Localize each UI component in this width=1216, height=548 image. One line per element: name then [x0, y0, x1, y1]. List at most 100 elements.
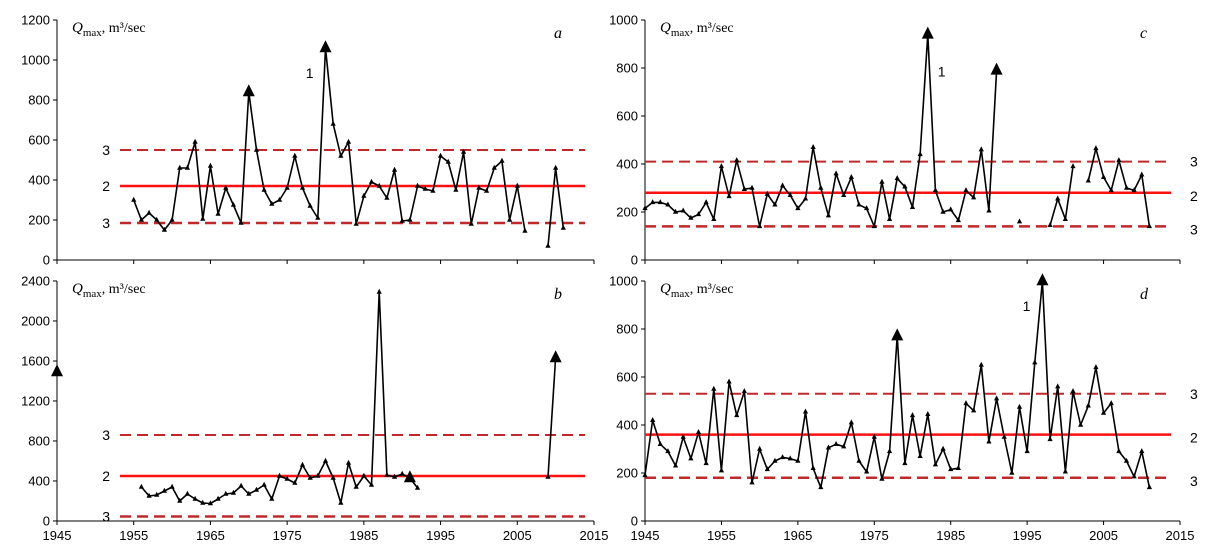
- data-point: [948, 466, 954, 472]
- lower-line-label: 3: [102, 215, 110, 231]
- x-tick-label: 2015: [580, 528, 609, 543]
- data-point: [169, 483, 175, 489]
- data-point: [1139, 171, 1145, 177]
- data-point: [192, 138, 198, 144]
- data-point: [177, 164, 183, 170]
- data-point: [1032, 359, 1038, 365]
- data-point: [131, 196, 137, 202]
- data-point: [741, 388, 747, 394]
- data-point: [695, 211, 702, 217]
- x-tick-label: 1975: [860, 528, 889, 543]
- data-point: [292, 152, 298, 158]
- data-point: [1085, 402, 1091, 408]
- data-point: [864, 205, 870, 211]
- data-point: [437, 152, 444, 158]
- data-point: [764, 466, 770, 472]
- y-tick-label: 0: [43, 253, 50, 268]
- x-tick-label: 2015: [1166, 528, 1195, 543]
- y-axis-label: Qmax, m³/sec: [72, 281, 146, 300]
- y-tick-label: 200: [616, 466, 638, 481]
- y-axis-label-q: Q: [72, 20, 83, 36]
- data-point: [223, 184, 229, 190]
- data-point: [848, 419, 854, 425]
- data-point: [315, 472, 321, 478]
- y-tick-label: 1000: [609, 13, 638, 28]
- y-tick-label: 800: [28, 434, 50, 449]
- data-point: [484, 187, 490, 193]
- data-point: [795, 457, 801, 463]
- data-point: [184, 490, 191, 496]
- data-point: [361, 472, 367, 478]
- data-point: [460, 148, 467, 154]
- data-point: [672, 208, 679, 214]
- data-point: [368, 481, 375, 487]
- data-point: [688, 214, 694, 220]
- data-point: [169, 216, 175, 222]
- data-point: [1139, 448, 1145, 454]
- data-point: [718, 467, 725, 473]
- data-point: [560, 224, 566, 230]
- y-tick-label: 600: [28, 133, 50, 148]
- data-point: [338, 152, 344, 158]
- data-point: [1062, 215, 1068, 221]
- data-point: [695, 428, 702, 434]
- data-point: [779, 454, 786, 460]
- x-tick-label: 1995: [1013, 528, 1042, 543]
- data-point: [154, 491, 160, 497]
- data-point: [376, 182, 382, 188]
- data-point: [430, 187, 436, 193]
- y-axis-label-sub: max: [83, 27, 102, 39]
- data-point: [1146, 223, 1153, 229]
- data-point: [963, 400, 969, 406]
- x-tick-label: 2005: [503, 528, 532, 543]
- x-tick-label: 1945: [631, 528, 660, 543]
- y-axis-label-units: , m³/sec: [102, 282, 146, 297]
- data-point: [246, 490, 252, 496]
- series-line: [1049, 166, 1074, 226]
- data-point: [553, 164, 559, 170]
- data-point: [230, 489, 237, 495]
- data-point: [330, 120, 336, 126]
- y-tick-label: 1200: [21, 394, 50, 409]
- data-point: [711, 385, 717, 391]
- data-point: [772, 201, 778, 207]
- mean-line-label: 2: [1190, 430, 1198, 446]
- data-point: [330, 474, 336, 480]
- data-point: [909, 203, 916, 209]
- data-point: [841, 191, 847, 197]
- data-point: [886, 215, 893, 221]
- data-point: [361, 192, 367, 198]
- data-point: [146, 492, 152, 498]
- data-point: [422, 185, 428, 191]
- data-point: [779, 182, 786, 188]
- y-tick-label: 600: [616, 370, 638, 385]
- data-point: [925, 410, 931, 416]
- data-point: [909, 412, 916, 418]
- data-point: [711, 215, 717, 221]
- x-tick-label: 2005: [1089, 528, 1118, 543]
- data-point: [948, 206, 954, 212]
- data-point: [414, 484, 421, 490]
- data-point: [665, 201, 671, 207]
- data-point: [177, 497, 183, 503]
- data-point: [215, 210, 221, 216]
- data-point: [986, 207, 992, 213]
- data-point: [871, 223, 877, 229]
- peak-marker: [403, 470, 416, 483]
- data-point: [902, 183, 908, 189]
- y-axis-label-units: , m³/sec: [690, 21, 734, 36]
- data-point: [238, 482, 244, 488]
- max-flow-label: 1: [306, 65, 314, 81]
- data-point: [238, 219, 244, 225]
- data-point: [299, 461, 306, 467]
- upper-line-label: 3: [1190, 154, 1198, 170]
- data-point: [1146, 484, 1153, 490]
- data-point: [138, 483, 144, 489]
- data-point: [1016, 403, 1023, 409]
- data-point: [338, 499, 344, 505]
- data-point: [978, 146, 984, 152]
- peak-marker: [51, 364, 63, 377]
- data-point: [955, 217, 961, 223]
- data-point: [772, 457, 778, 463]
